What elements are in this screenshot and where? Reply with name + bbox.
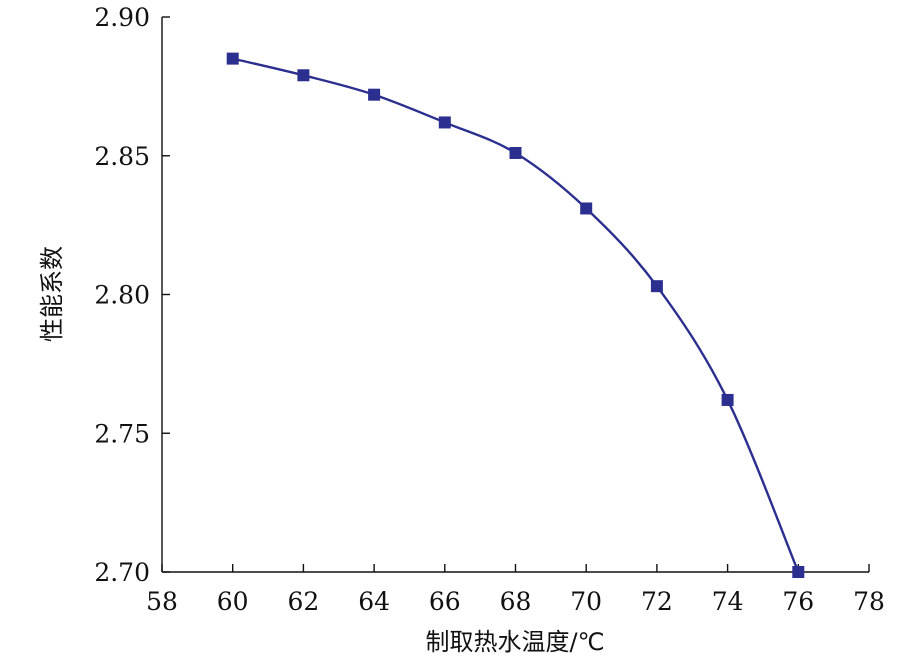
- y-tick-label: 2.85: [94, 142, 150, 171]
- data-point-marker: [792, 566, 805, 578]
- x-tick-label: 58: [146, 587, 178, 616]
- ticks: 58 60 62 64 66 68 70 72 74 76 78 2.70 2.75 2.80 2.85 2.…: [94, 3, 885, 616]
- x-tick-label: 68: [500, 587, 532, 616]
- x-tick-label: 74: [712, 587, 744, 616]
- data-point-marker: [580, 202, 593, 215]
- x-tick-label: 70: [570, 587, 602, 616]
- y-tick-label: 2.70: [94, 558, 150, 587]
- axes: [161, 17, 869, 573]
- data-point-marker: [721, 393, 734, 406]
- data-point-marker: [368, 88, 381, 101]
- x-axis-title: 制取热水温度/℃: [425, 628, 604, 656]
- y-tick-label: 2.80: [94, 281, 150, 310]
- series-layer: [226, 52, 805, 578]
- y-tick-label: 2.75: [94, 419, 150, 448]
- data-point-marker: [438, 116, 451, 129]
- y-axis-title: 性能系数: [38, 246, 66, 342]
- data-point-marker: [650, 280, 663, 293]
- data-point-marker: [509, 146, 522, 159]
- y-tick-label: 2.90: [94, 3, 150, 32]
- x-tick-label: 62: [287, 587, 319, 616]
- series-line: [232, 57, 800, 573]
- x-tick-label: 72: [641, 587, 673, 616]
- x-tick-label: 78: [853, 587, 885, 616]
- x-tick-label: 76: [782, 587, 814, 616]
- x-tick-label: 60: [217, 587, 249, 616]
- x-tick-label: 64: [358, 587, 390, 616]
- x-tick-label: 66: [429, 587, 461, 616]
- data-point-marker: [297, 69, 310, 82]
- data-point-marker: [226, 52, 239, 65]
